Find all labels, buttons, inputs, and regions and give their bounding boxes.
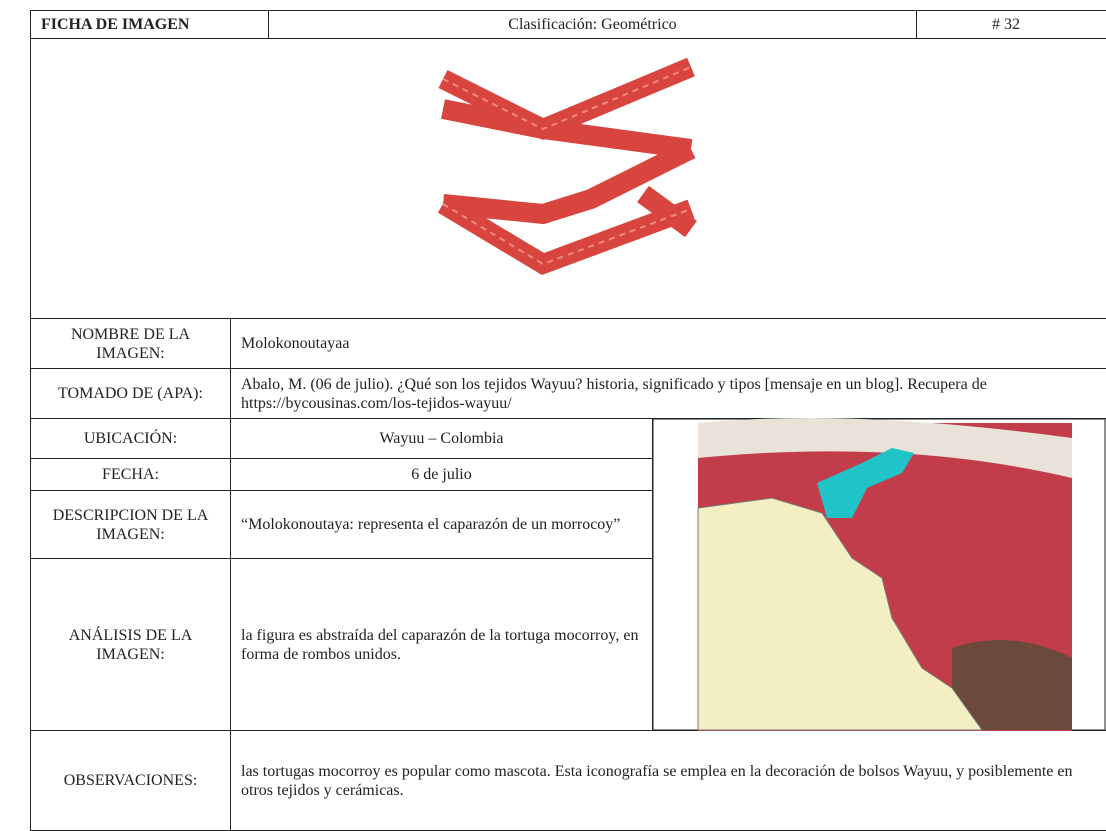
title: FICHA DE IMAGEN	[30, 10, 269, 39]
row-label: NOMBRE DE LA IMAGEN:	[30, 318, 231, 369]
row-label: FECHA:	[30, 458, 231, 491]
row-value: Abalo, M. (06 de julio). ¿Qué son los te…	[230, 368, 1106, 419]
row-value: 6 de julio	[230, 458, 653, 491]
row-label: ANÁLISIS DE LA IMAGEN:	[30, 558, 231, 731]
map-photo	[652, 418, 1106, 731]
row-value: Wayuu – Colombia	[230, 418, 653, 459]
row-value: Molokonoutayaa	[230, 318, 1106, 369]
row-value: las tortugas mocorroy es popular como ma…	[230, 730, 1106, 831]
row-value: “Molokonoutaya: representa el caparazón …	[230, 490, 653, 559]
image-cell	[30, 38, 1106, 319]
row-label: TOMADO DE (APA):	[30, 368, 231, 419]
pattern-image	[437, 57, 697, 276]
row-value: la figura es abstraída del caparazón de …	[230, 558, 653, 731]
row-label: DESCRIPCION DE LA IMAGEN:	[30, 490, 231, 559]
row-label: OBSERVACIONES:	[30, 730, 231, 831]
classification: Clasificación: Geométrico	[268, 10, 917, 39]
number: # 32	[916, 10, 1106, 39]
row-label: UBICACIÓN:	[30, 418, 231, 459]
